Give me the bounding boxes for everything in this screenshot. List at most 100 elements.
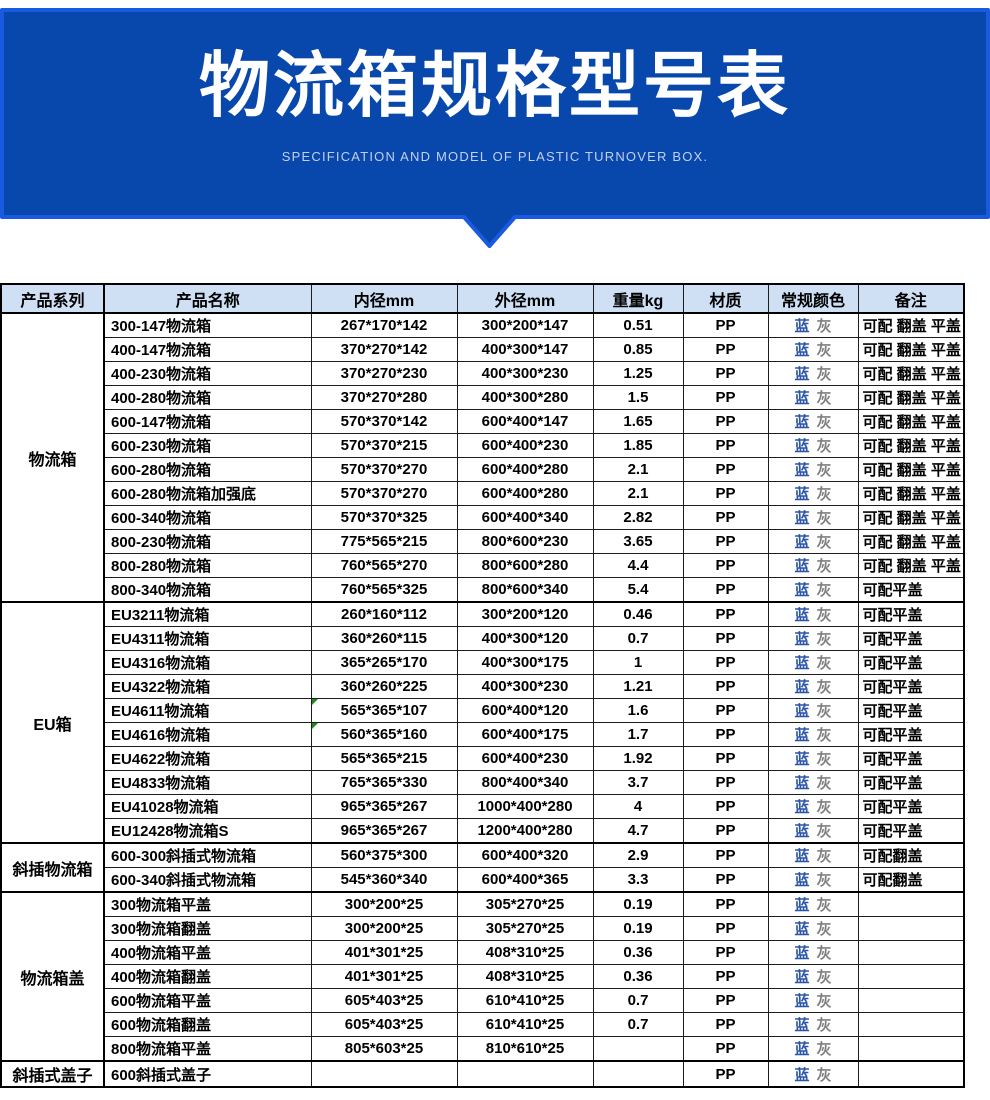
page-subtitle: SPECIFICATION AND MODEL OF PLASTIC TURNO…: [281, 149, 709, 164]
weight-cell: 1: [592, 650, 684, 675]
col-header-series: 产品系列: [0, 283, 105, 314]
inner-cell: [310, 1060, 458, 1088]
inner-cell: 760*565*325: [310, 577, 458, 603]
table-row: EU12428物流箱S 965*365*267 1200*400*280 4.7 PP 蓝…: [1, 818, 965, 844]
material-cell: PP: [682, 674, 769, 699]
outer-cell: 300*200*120: [456, 601, 594, 627]
inner-cell: 570*370*142: [310, 409, 458, 434]
table-row: 400物流箱翻盖 401*301*25 408*310*25 0.36 PP 蓝灰: [1, 964, 965, 989]
table-row: 600物流箱平盖 605*403*25 610*410*25 0.7 PP 蓝灰: [1, 988, 965, 1013]
material-cell: PP: [682, 601, 769, 627]
banner-polygon-edge: [0, 8, 990, 248]
table-row: 600-280物流箱 570*370*270 600*400*280 2.1 PP 蓝灰可…: [1, 457, 965, 482]
color-gray-label: 灰: [816, 921, 832, 938]
weight-cell: 0.19: [592, 891, 684, 917]
outer-cell: 600*400*365: [456, 867, 594, 893]
material-cell: PP: [682, 650, 769, 675]
name-cell: EU4316物流箱: [103, 650, 312, 675]
material-cell: PP: [682, 1012, 769, 1037]
material-cell: PP: [682, 337, 769, 362]
note-cell: [857, 891, 965, 917]
color-blue-label: 蓝: [794, 897, 810, 914]
banner-ribbon-shape: [0, 8, 990, 248]
table-row: 600物流箱翻盖 605*403*25 610*410*25 0.7 PP 蓝灰: [1, 1012, 965, 1037]
series-cell: 斜插物流箱: [0, 842, 105, 893]
material-cell: PP: [682, 916, 769, 941]
name-cell: 300物流箱平盖: [103, 891, 312, 917]
weight-cell: 2.1: [592, 481, 684, 506]
material-cell: PP: [682, 770, 769, 795]
outer-cell: 600*400*280: [456, 481, 594, 506]
series-cell: 斜插式盖子: [0, 1060, 105, 1088]
material-cell: PP: [682, 457, 769, 482]
color-blue-label: 蓝: [794, 921, 810, 938]
color-cell: 蓝灰: [767, 577, 859, 603]
name-cell: EU4322物流箱: [103, 674, 312, 699]
color-blue-label: 蓝: [794, 558, 810, 575]
color-gray-label: 灰: [816, 631, 832, 648]
material-cell: PP: [682, 722, 769, 747]
outer-cell: [456, 1060, 594, 1088]
spec-table: 产品系列 产品名称 内径mm 外径mm 重量kg 材质 常规颜色 备注 物流箱 3…: [0, 283, 965, 1088]
color-blue-label: 蓝: [794, 462, 810, 479]
table-row: EU4322物流箱 360*260*225 400*300*230 1.21 PP 蓝灰可…: [1, 674, 965, 699]
name-cell: 800-280物流箱: [103, 553, 312, 578]
color-gray-label: 灰: [816, 848, 832, 865]
note-cell: [857, 964, 965, 989]
weight-cell: 5.4: [592, 577, 684, 603]
outer-cell: 400*300*147: [456, 337, 594, 362]
color-gray-label: 灰: [816, 438, 832, 455]
material-cell: PP: [682, 818, 769, 844]
name-cell: EU4311物流箱: [103, 626, 312, 651]
outer-cell: 800*600*280: [456, 553, 594, 578]
color-gray-label: 灰: [816, 1041, 832, 1058]
table-row: 800-230物流箱 775*565*215 800*600*230 3.65 PP 蓝灰…: [1, 529, 965, 554]
name-cell: EU41028物流箱: [103, 794, 312, 819]
material-cell: PP: [682, 529, 769, 554]
color-cell: 蓝灰: [767, 891, 859, 917]
color-blue-label: 蓝: [794, 342, 810, 359]
note-cell: 可配 翻盖 平盖: [857, 337, 965, 362]
color-gray-label: 灰: [816, 510, 832, 527]
note-cell: 可配平盖: [857, 626, 965, 651]
weight-cell: 3.7: [592, 770, 684, 795]
table-row: 物流箱盖 300物流箱平盖 300*200*25 305*270*25 0.19 PP 蓝灰: [0, 891, 965, 1062]
weight-cell: 1.85: [592, 433, 684, 458]
inner-cell: 570*370*215: [310, 433, 458, 458]
note-cell: [857, 1036, 965, 1062]
outer-cell: 408*310*25: [456, 940, 594, 965]
table-row: 300物流箱翻盖 300*200*25 305*270*25 0.19 PP 蓝灰: [1, 916, 965, 941]
material-cell: PP: [682, 940, 769, 965]
name-cell: 600斜插式盖子: [103, 1060, 312, 1088]
inner-cell: 370*270*280: [310, 385, 458, 410]
inner-cell: 565*365*215: [310, 746, 458, 771]
color-gray-label: 灰: [816, 582, 832, 599]
weight-cell: 0.7: [592, 1012, 684, 1037]
color-gray-label: 灰: [816, 993, 832, 1010]
weight-cell: 3.65: [592, 529, 684, 554]
table-row: 600-230物流箱 570*370*215 600*400*230 1.85 PP 蓝灰…: [1, 433, 965, 458]
inner-cell: 401*301*25: [310, 940, 458, 965]
color-cell: 蓝灰: [767, 746, 859, 771]
note-cell: [857, 940, 965, 965]
outer-cell: 400*300*230: [456, 361, 594, 386]
note-cell: [857, 916, 965, 941]
color-blue-label: 蓝: [794, 607, 810, 624]
page-title: 物流箱规格型号表: [198, 47, 791, 126]
table-row: 斜插式盖子 600斜插式盖子 PP 蓝灰: [0, 1060, 965, 1088]
outer-cell: 800*600*230: [456, 529, 594, 554]
weight-cell: 1.21: [592, 674, 684, 699]
outer-cell: 305*270*25: [456, 891, 594, 917]
inner-cell: 300*200*25: [310, 891, 458, 917]
color-cell: 蓝灰: [767, 1012, 859, 1037]
color-blue-label: 蓝: [794, 438, 810, 455]
note-cell: [857, 988, 965, 1013]
inner-cell: 300*200*25: [310, 916, 458, 941]
color-cell: 蓝灰: [767, 940, 859, 965]
weight-cell: 1.25: [592, 361, 684, 386]
color-blue-label: 蓝: [794, 534, 810, 551]
color-cell: 蓝灰: [767, 505, 859, 530]
inner-cell: 401*301*25: [310, 964, 458, 989]
name-cell: EU4616物流箱: [103, 722, 312, 747]
name-cell: EU12428物流箱S: [103, 818, 312, 844]
